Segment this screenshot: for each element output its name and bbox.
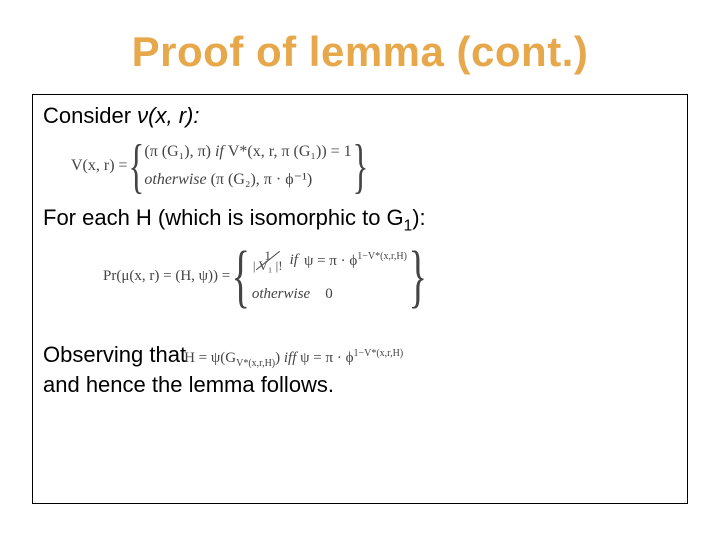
line-hence: and hence the lemma follows. — [43, 370, 677, 400]
eq2-lhs: Pr(μ(x, r) = (H, ψ)) = — [103, 268, 230, 285]
eq1-lhs: V(x, r) = — [71, 157, 128, 175]
eq2-case1-cond-a: ψ = π · ϕ — [304, 253, 357, 269]
eq2-case2-val: 0 — [325, 286, 333, 302]
text-consider: Consider — [43, 103, 137, 128]
eq2-cases: 1 | V₁ |! if ψ = π · ϕ1−V*(x,r,H) otherw… — [252, 249, 407, 303]
eq3-a-close: ) — [275, 350, 280, 366]
eq1-case1-pair: (π (G₁), π) — [144, 143, 211, 160]
eq3-iff: iff — [284, 350, 300, 366]
eq2-case2-kw: otherwise — [252, 286, 310, 302]
eq3-a-sub: V*(x,r,H) — [236, 358, 275, 369]
slide-title: Proof of lemma (cont.) — [0, 0, 720, 94]
equation-2: Pr(μ(x, r) = (H, ψ)) = { 1 | V₁ |! if ψ … — [103, 245, 677, 308]
text-observing: Observing that — [43, 340, 186, 370]
text-foreach-sub: 1 — [404, 217, 413, 234]
eq2-case1-cond: ψ = π · ϕ1−V*(x,r,H) — [304, 251, 407, 270]
equation-1: V(x, r) = { (π (G₁), π) if V*(x, r, π (G… — [71, 139, 677, 193]
eq3-a-rhs: ψ(G — [211, 350, 236, 366]
brace-left-icon: { — [232, 245, 250, 308]
eq1-case2-val: (π (G₂), π · ϕ⁻¹) — [211, 171, 313, 188]
eq1-case1-cond: V*(x, r, π (G₁)) = 1 — [228, 143, 352, 160]
text-foreach: For each H (which is isomorphic to G — [43, 205, 404, 230]
text-nu: ν(x, r): — [137, 103, 199, 128]
eq1-case2-kw: otherwise — [144, 171, 210, 188]
line-consider: Consider ν(x, r): — [43, 101, 677, 131]
eq1-case2: otherwise (π (G₂), π · ϕ⁻¹) — [144, 169, 351, 189]
eq3-a-lhs: H = — [184, 350, 207, 366]
eq3-b-exp: 1−V*(x,r,H) — [353, 348, 403, 359]
eq2-frac: 1 | V₁ |! — [252, 249, 284, 272]
equation-3: H = ψ(GV*(x,r,H)) iff ψ = π · ϕ1−V*(x,r,… — [184, 347, 403, 371]
eq2-case1-cond-exp: 1−V*(x,r,H) — [357, 251, 407, 262]
line-foreach: For each H (which is isomorphic to G1): — [43, 203, 677, 237]
eq2-case1: 1 | V₁ |! if ψ = π · ϕ1−V*(x,r,H) — [252, 249, 407, 272]
brace-left-icon: { — [128, 139, 144, 193]
line-observing: Observing that H = ψ(GV*(x,r,H)) iff ψ =… — [43, 340, 677, 371]
eq1-cases: (π (G₁), π) if V*(x, r, π (G₁)) = 1 othe… — [144, 143, 351, 189]
eq1-case1-if: if — [215, 143, 228, 160]
text-foreach-post: ): — [412, 205, 425, 230]
text-hence: and hence the lemma follows. — [43, 372, 334, 397]
eq2-case2: otherwise 0 — [252, 286, 407, 303]
eq1-case1: (π (G₁), π) if V*(x, r, π (G₁)) = 1 — [144, 143, 351, 161]
brace-right-icon: } — [409, 245, 427, 308]
eq2-case1-if: if — [290, 252, 298, 269]
eq3-b-lhs: ψ = π · ϕ — [300, 350, 353, 366]
content-box: Consider ν(x, r): V(x, r) = { (π (G₁), π… — [32, 94, 688, 504]
brace-right-icon: } — [352, 139, 368, 193]
